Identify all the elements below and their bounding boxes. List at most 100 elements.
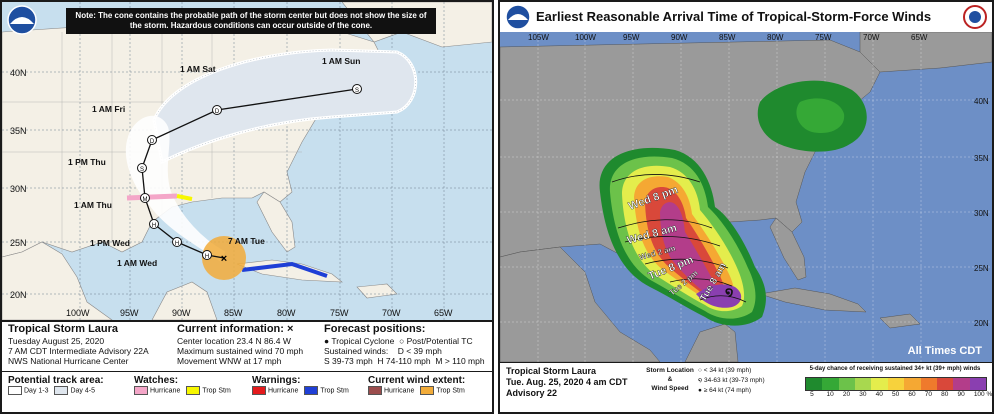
svg-text:S: S: [355, 88, 359, 94]
day45-label: Day 4-5: [70, 387, 95, 395]
trop-warn-label: Trop Stm: [320, 387, 349, 395]
lon-label: 85W: [719, 33, 736, 42]
trop-watch-swatch: [186, 386, 201, 395]
lat-label: 40N: [10, 68, 27, 78]
watches-title: Watches:: [134, 375, 179, 386]
lon-label: 100W: [66, 308, 90, 318]
hu-icon: ●: [698, 387, 702, 394]
lon-label: 85W: [224, 308, 243, 318]
hurricane-watch-swatch: [134, 386, 148, 395]
scale-swatch: [920, 378, 937, 390]
hurricane-extent-label: Hurricane: [384, 387, 415, 395]
forecast-tc: Tropical Cyclone: [331, 336, 395, 346]
scale-label: 100 %: [973, 391, 993, 398]
hispaniola: [356, 283, 398, 299]
lon-label: 90W: [671, 33, 688, 42]
ts-icon: ໑: [698, 377, 703, 384]
h-def: H 74-110 mph: [377, 356, 431, 366]
legend-divider: [2, 371, 492, 372]
trop-extent-swatch: [420, 386, 435, 395]
scale-swatch: [953, 378, 970, 390]
title-bar: Earliest Reasonable Arrival Time of Trop…: [500, 2, 992, 32]
chart-title: Earliest Reasonable Arrival Time of Trop…: [536, 9, 932, 24]
lt34-icon: ○: [698, 367, 702, 374]
cone-day-1-3: [125, 115, 226, 262]
arrival-map: Wed 8 pm Wed 8 am Wed 2 am Tue 8 pm Tue …: [500, 32, 992, 362]
info-area: [2, 320, 492, 412]
lon-label: 95W: [623, 33, 640, 42]
current-info-title: Current information: ×: [177, 323, 294, 335]
lat-label: 30N: [10, 184, 27, 194]
scale-label: 40: [875, 391, 883, 398]
color-scale: [805, 377, 987, 391]
trop-watch-coast: [176, 194, 193, 201]
m-def: M > 110 mph: [435, 356, 485, 366]
probability-swath: [599, 80, 867, 326]
mexico-landmass: [2, 241, 113, 320]
scale-swatch: [806, 378, 823, 390]
scale-labels: 5 10 20 30 40 50 60 70 80 90 100 %: [805, 391, 993, 401]
cone-map: H H H M S D D S × 1 AM Sun 1 AM Sat 1 AM…: [2, 2, 492, 320]
scale-label: 50: [892, 391, 900, 398]
lat-label: 35N: [974, 154, 989, 163]
florida: [256, 191, 296, 253]
nws-logo: [963, 5, 987, 29]
label-sat: 1 AM Sat: [180, 64, 216, 74]
hurricane-warn-swatch: [252, 386, 266, 395]
track-points: H H H M S D D S: [137, 84, 362, 260]
hurricane-watch-coast: [126, 193, 178, 201]
storm-name: Tropical Storm Laura: [8, 323, 119, 335]
day13-swatch: [8, 386, 22, 395]
label-wed-am: 1 AM Wed: [117, 258, 157, 268]
scale-swatch: [887, 378, 905, 390]
warnings-title: Warnings:: [252, 375, 301, 386]
scale-label: 10: [826, 391, 834, 398]
advisory-date: Tue. Aug. 25, 2020 4 am CDT: [506, 377, 628, 387]
yucatan: [151, 281, 218, 320]
note-banner: Note: The cone contains the probable pat…: [66, 8, 436, 34]
scale-label: 5: [810, 391, 814, 398]
florida-land: [769, 217, 807, 281]
noaa-logo: [7, 5, 37, 35]
chance-title: 5-day chance of receiving sustained 34+ …: [809, 366, 981, 372]
scale-label: 90: [957, 391, 965, 398]
loc-title-3: Wind Speed: [651, 385, 689, 392]
lon-label: 75W: [815, 33, 832, 42]
wind-34-63: 34-63 kt (39-73 mph): [703, 377, 765, 384]
scale-swatch: [969, 378, 986, 390]
svg-text:H: H: [205, 254, 209, 260]
scale-label: 80: [941, 391, 949, 398]
lon-label: 100W: [575, 33, 596, 42]
lat-label: 40N: [974, 97, 989, 106]
wind-64: ≥ 64 kt (74 mph): [703, 387, 752, 394]
arrival-time-panel: Earliest Reasonable Arrival Time of Trop…: [498, 0, 994, 414]
hurricane-warn-label: Hurricane: [268, 387, 299, 395]
lon-label: 65W: [434, 308, 453, 318]
cone-graphic-panel: H H H M S D D S × 1 AM Sun 1 AM Sat 1 AM…: [0, 0, 494, 414]
lat-label: 25N: [10, 238, 27, 248]
svg-text:D: D: [215, 109, 220, 115]
day13-label: Day 1-3: [24, 387, 49, 395]
label-sun: 1 AM Sun: [322, 56, 360, 66]
lon-label: 95W: [120, 308, 139, 318]
lon-label: 80W: [767, 33, 784, 42]
storm-date: Tuesday August 25, 2020: [8, 336, 105, 346]
current-info-line: Center location 23.4 N 86.4 W: [177, 336, 291, 346]
scale-label: 30: [859, 391, 867, 398]
lat-label: 30N: [974, 209, 989, 218]
storm-symbol: ໑: [725, 284, 733, 299]
trop-warning-cuba: [241, 261, 328, 278]
lon-label: 65W: [911, 33, 928, 42]
loc-title-2: &: [667, 376, 673, 383]
current-position-marker: ×: [221, 253, 227, 265]
label-wed-pm: 1 PM Wed: [90, 238, 130, 248]
svg-text:H: H: [175, 241, 179, 247]
trop-extent-label: Trop Stm: [436, 387, 465, 395]
wind-extent-title: Current wind extent:: [368, 375, 466, 386]
advisory-number: Advisory 22: [506, 388, 558, 398]
lon-label: 90W: [172, 308, 191, 318]
scale-swatch: [855, 378, 872, 390]
trop-warn-swatch: [304, 386, 319, 395]
forecast-post: Post/Potential TC: [406, 336, 473, 346]
loc-title-1: Storm Location: [646, 367, 694, 374]
